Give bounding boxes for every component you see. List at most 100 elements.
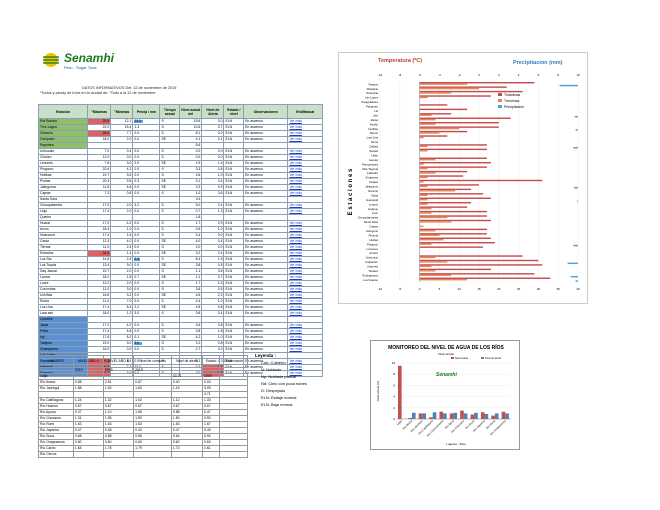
bar-tmax (419, 206, 468, 208)
category-label: Río Ayua (444, 419, 455, 430)
category-label: Ldv Lopez (365, 96, 379, 100)
bar-tmax (419, 130, 468, 133)
bar-level-alert (443, 413, 447, 419)
category-label: Pangroso (366, 105, 378, 109)
bar-tmin (419, 230, 436, 232)
river-level-chart: MONITOREO DEL NIVEL DE AGUA DE LOS RÍOS N… (370, 340, 520, 450)
category-label: Lago (396, 419, 404, 427)
precip-value: 0.0 (134, 233, 140, 238)
river-cell (72, 451, 104, 458)
bar-tmin (419, 136, 424, 139)
bar-level-now (429, 417, 433, 419)
category-label: Sirquerias (365, 176, 378, 180)
bar-tmax (419, 237, 491, 239)
category-label: Runurio (368, 189, 378, 193)
bar-tmax (419, 228, 487, 231)
legend-label: Tmínimas (504, 99, 520, 103)
precip-bar (134, 120, 144, 123)
bar-tmax (419, 170, 468, 173)
precip-value: 0.0 (134, 227, 140, 232)
bar-level-alert (411, 412, 416, 419)
bar-tmax (419, 86, 507, 88)
header-line-2: *Todos y pendy de h/cia en la ciudad de:… (40, 91, 156, 95)
y-tick-label: 4 (393, 395, 395, 399)
river-cell (102, 451, 135, 458)
table-row: Jatingoma 11.8 4.8 0.0 SE 3.3 0.9 ELN En ascenso… (37, 184, 323, 191)
category-label: Limpos (369, 202, 379, 206)
bar-tmin (419, 176, 428, 179)
precip-value: 1.3 (134, 125, 140, 130)
column-header: Observaciones (243, 104, 289, 119)
bar-tmax (419, 113, 452, 115)
chart1-y-axis-label: E s t a c i o n e s (348, 168, 354, 215)
bar-tmax (419, 210, 487, 213)
bar-tmin (419, 243, 432, 245)
table-row: Corcontas 12.0 3.0 0.0 S 3.8 0.5 ELN En ascenso V… (37, 286, 323, 293)
table-row: Tantjuar 19.0 3.0 3.0 S 3.1 0.8 ELN En ascenso Ve… (37, 340, 323, 347)
bar-tmin (419, 92, 452, 94)
table-row: Río Ayuna 0.37 1.10 1.65 0.88 0.47 (38, 409, 248, 416)
precip-value: 0.0 (134, 191, 140, 196)
more-link[interactable]: Ver más (287, 370, 323, 377)
table-row: Río Huanco 0.67 0.67 0.67 0.67 0.67 (38, 403, 248, 410)
legend-swatch (481, 357, 484, 359)
bar-level-alert (432, 412, 437, 419)
column-header: Tiempo actual (159, 104, 181, 119)
bar-tmin (419, 203, 428, 205)
bar-level-now (398, 365, 402, 419)
legend-label: Nivel de alerta (485, 357, 502, 360)
category-label: Rossoina (366, 91, 378, 95)
bar-tmin (419, 158, 436, 161)
category-label: Huriñas (368, 127, 378, 131)
bar-tmin (419, 87, 479, 90)
column-header: Precip / mm (132, 104, 161, 119)
legend-box: Leyenda : Cub: Cubierto N: Nublado Np: Nub… (255, 352, 307, 408)
river-cell (133, 451, 172, 458)
precip-value: 0.0 (134, 131, 140, 136)
legend-item: Cub: Cubierto (261, 360, 286, 365)
column-header: Enl/Manual (287, 104, 323, 119)
bar-tmax (419, 242, 495, 244)
table-row: Santa Sara 3.4 (37, 196, 323, 203)
bar-tmax (419, 166, 487, 168)
river-cell-empty (219, 451, 248, 458)
category-label: Totunapasos (362, 273, 378, 277)
bottom-tick-label: 30 (537, 287, 541, 291)
temperature-precipitation-chart: Temperatura (ºC) Precipitacion (mm) E s t … (338, 52, 588, 304)
table-row: Peña 17.4 4.8 0.0 S 3.8 1.8 ELN En ascenso Ver má… (37, 328, 323, 335)
precip-value: 0.1 (134, 335, 140, 340)
precip-value: 0.0 (134, 299, 140, 304)
top-tick-label: 10 (576, 73, 580, 77)
bar-level-alert (494, 413, 499, 419)
table-row: Río Suna 0.68 0.88 0.66 0.64 0.90 (38, 433, 248, 440)
bar-level-now (501, 411, 506, 419)
bar-tmax (419, 255, 523, 257)
bar-tmax (419, 264, 543, 266)
bar-tmax (419, 95, 491, 97)
bar-tmin (419, 172, 436, 174)
y-tick-label: 0 (393, 417, 395, 421)
bar-tmin (419, 167, 428, 170)
bar-level-alert (484, 413, 489, 419)
top-tick-label: 6 (538, 73, 540, 77)
table-row: Querim 1.8 (37, 214, 323, 221)
bar-level-now (460, 410, 464, 419)
bar-tmax (419, 148, 487, 151)
bar-precip (574, 187, 578, 189)
top-tick-label: -2 (458, 73, 461, 77)
bar-tmax (419, 277, 551, 279)
category-label: Pampandura (362, 162, 378, 166)
category-label: Raskos (369, 82, 379, 86)
bar-tmin (419, 194, 428, 196)
logo-subtitle: Peru - Sugar Tuca (64, 65, 97, 70)
bottom-tick-label: 10 (458, 287, 462, 291)
category-label: Huapuo (368, 207, 378, 211)
precip-value: 0.0 (134, 323, 140, 328)
precip-value: 0.0 (134, 347, 140, 352)
bar-level-now (470, 414, 475, 419)
bar-tmax (419, 233, 487, 235)
senamhi-logo: Senamhi Peru - Sugar Tuca (40, 48, 114, 74)
category-label: Tarajos (369, 180, 379, 184)
category-label: Río Suna (485, 419, 496, 430)
bar-tmin (419, 238, 444, 241)
